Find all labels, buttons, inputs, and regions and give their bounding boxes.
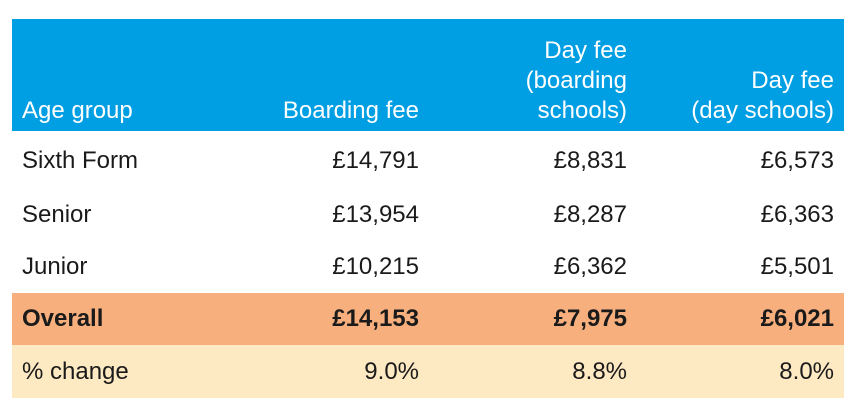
day-fee-boarding-cell: £6,362 xyxy=(553,253,627,280)
day-fee-day-cell: £6,021 xyxy=(637,293,844,345)
day-fee-day-cell: £6,363 xyxy=(760,201,834,228)
school-fees-table: Age group Boarding fee Day fee (boarding… xyxy=(12,19,844,398)
day-fee-day-cell: 8.0% xyxy=(637,345,844,398)
boarding-fee-cell: £14,791 xyxy=(332,147,419,174)
row-label: Overall xyxy=(12,293,220,345)
overall-row: Overall £14,153 £7,975 £6,021 xyxy=(12,293,844,345)
header-day-fee-day-schools: Day fee (day schools) xyxy=(637,19,844,131)
row-label: Sixth Form xyxy=(22,147,139,174)
row-label: % change xyxy=(12,345,220,398)
day-fee-boarding-cell: £8,287 xyxy=(553,201,627,228)
day-fee-day-cell: £5,501 xyxy=(760,253,834,280)
header-day-fee-boarding-schools: Day fee (boarding schools) xyxy=(429,19,637,131)
table-row: Junior £10,215 £6,362 £5,501 xyxy=(12,241,844,293)
header-age-group: Age group xyxy=(12,19,220,131)
row-label: Senior xyxy=(22,201,92,228)
day-fee-boarding-cell: £8,831 xyxy=(553,147,627,174)
boarding-fee-cell: £10,215 xyxy=(332,253,419,280)
table-row: Senior £13,954 £8,287 £6,363 xyxy=(12,189,844,241)
day-fee-boarding-cell: £7,975 xyxy=(429,293,637,345)
day-fee-boarding-cell: 8.8% xyxy=(429,345,637,398)
boarding-fee-cell: £14,153 xyxy=(220,293,429,345)
day-fee-day-cell: £6,573 xyxy=(760,147,834,174)
row-label: Junior xyxy=(22,253,88,280)
boarding-fee-cell: 9.0% xyxy=(220,345,429,398)
percent-change-row: % change 9.0% 8.8% 8.0% xyxy=(12,345,844,398)
header-row: Age group Boarding fee Day fee (boarding… xyxy=(12,19,844,131)
header-boarding-fee: Boarding fee xyxy=(220,19,429,131)
table-row: Sixth Form £14,791 £8,831 £6,573 xyxy=(12,131,844,189)
boarding-fee-cell: £13,954 xyxy=(332,201,419,228)
